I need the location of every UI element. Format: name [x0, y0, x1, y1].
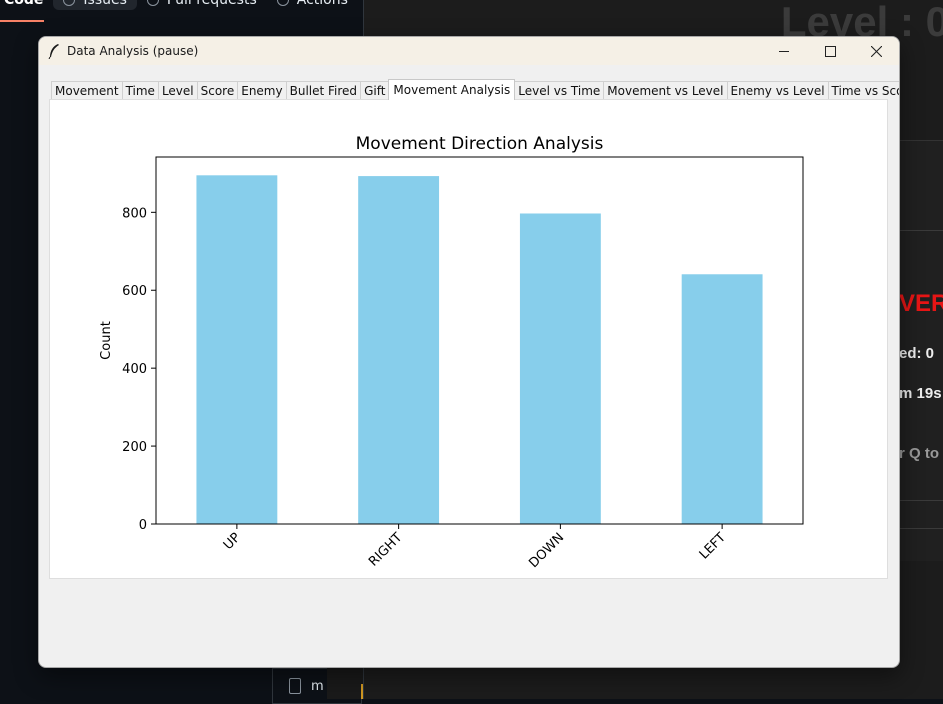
game-stat-time: m 19s — [899, 385, 942, 402]
tab-enemy-vs-level[interactable]: Enemy vs Level — [726, 81, 829, 99]
chart-title: Movement Direction Analysis — [356, 134, 604, 154]
tab-movement[interactable]: Movement — [51, 81, 123, 99]
window-title: Data Analysis (pause) — [67, 44, 199, 58]
tab-gift[interactable]: Gift — [360, 81, 390, 99]
file-row-overlay — [327, 668, 363, 699]
title-bar[interactable]: Data Analysis (pause) — [39, 37, 899, 65]
game-stat-enemies: ed: 0 — [899, 345, 935, 362]
active-tab-underline — [0, 20, 44, 22]
y-tick-label: 800 — [122, 206, 147, 221]
chart-panel: Movement Direction Analysis UP RIGHT DOWN LE… — [49, 99, 888, 579]
tab-pull-requests[interactable]: Pull requests — [137, 0, 267, 10]
bar-up — [196, 175, 278, 524]
game-over-text: VER — [899, 290, 943, 317]
y-tick-label: 200 — [122, 440, 147, 455]
minimize-icon — [779, 50, 789, 52]
game-divider — [899, 528, 943, 529]
tab-level-vs-time[interactable]: Level vs Time — [514, 81, 605, 99]
repo-nav: Code Issues Pull requests Actions — [0, 0, 358, 12]
movement-bar-chart: Movement Direction Analysis UP RIGHT DOWN LE… — [99, 134, 804, 571]
game-panel — [899, 140, 943, 561]
tab-movement-analysis[interactable]: Movement Analysis — [388, 79, 516, 100]
tab-issues[interactable]: Issues — [53, 0, 137, 10]
feather-icon — [48, 44, 59, 59]
tab-code[interactable]: Code — [4, 0, 44, 8]
x-tick-label: UP — [221, 530, 244, 553]
y-tick-label: 0 — [139, 518, 147, 533]
tab-level[interactable]: Level — [157, 81, 198, 99]
close-button[interactable] — [853, 37, 899, 65]
maximize-button[interactable] — [807, 37, 853, 65]
tab-time[interactable]: Time — [121, 81, 159, 99]
data-analysis-window: Data Analysis (pause) Movement Time Leve… — [38, 36, 900, 668]
pull-request-icon — [146, 0, 159, 6]
bar-left — [681, 274, 763, 524]
x-tick-label: LEFT — [697, 530, 729, 562]
y-tick-label: 600 — [122, 284, 147, 299]
tab-bullet-fired[interactable]: Bullet Fired — [285, 81, 362, 99]
maximize-icon — [824, 45, 836, 57]
game-divider — [899, 230, 943, 231]
bar-down — [519, 213, 601, 524]
notebook-tabs: Movement Time Level Score Enemy Bullet F… — [51, 79, 899, 100]
minimize-button[interactable] — [761, 37, 807, 65]
y-tick-label: 400 — [122, 362, 147, 377]
plot-frame — [155, 156, 804, 525]
tab-movement-vs-level[interactable]: Movement vs Level — [603, 81, 728, 99]
y-axis-label: Count — [99, 321, 114, 360]
tab-actions[interactable]: Actions — [267, 0, 358, 10]
game-hint: r Q to — [899, 445, 939, 462]
bar-right — [358, 176, 440, 524]
x-tick-label: DOWN — [526, 530, 567, 571]
play-icon — [276, 0, 289, 6]
close-icon — [870, 45, 882, 57]
tab-time-vs-score[interactable]: Time vs Score — [827, 81, 899, 99]
tab-enemy[interactable]: Enemy — [237, 81, 287, 99]
x-tick-label: RIGHT — [366, 530, 405, 569]
issue-icon — [63, 0, 76, 6]
game-divider — [899, 500, 943, 501]
tab-score[interactable]: Score — [196, 81, 239, 99]
file-icon — [289, 678, 301, 694]
file-row-marker — [361, 684, 363, 699]
